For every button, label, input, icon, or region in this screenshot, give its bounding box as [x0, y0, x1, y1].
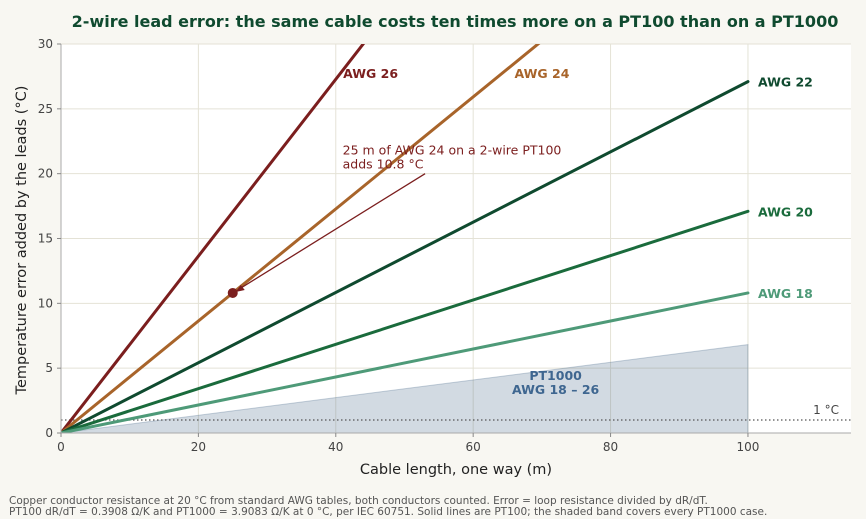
axes: 0 20 40 60 80 100 0 5 10 15 20 25 30 [38, 37, 851, 454]
y-tick-label: 25 [38, 102, 53, 116]
series-line-awg-22 [61, 80, 750, 433]
x-tick-label: 20 [191, 440, 206, 454]
annotation-text-2: adds 10.8 °C [343, 157, 424, 172]
annotation-arrow-head [235, 284, 245, 292]
y-tick-label: 15 [38, 232, 53, 246]
annotation-text-1: 25 m of AWG 24 on a 2-wire PT100 [343, 142, 562, 157]
y-tick-label: 20 [38, 167, 53, 181]
series-label-awg-18: AWG 18 [758, 286, 813, 301]
series-label-awg-20: AWG 20 [758, 204, 813, 219]
pt1000-band-label-1: PT1000 [529, 368, 582, 383]
x-tick-label: 0 [57, 440, 65, 454]
x-tick-label: 40 [328, 440, 343, 454]
series-line-awg-20 [61, 209, 750, 433]
annotation-arrow-line [237, 173, 426, 291]
y-tick-label: 10 [38, 296, 53, 310]
series-label-awg-26: AWG 26 [343, 66, 398, 81]
chart-title: 2-wire lead error: the same cable costs … [72, 12, 839, 31]
annotation-point [227, 287, 238, 298]
footnote-line-2: PT100 dR/dT = 0.3908 Ω/K and PT1000 = 3.… [9, 506, 767, 518]
series-line-awg-24 [61, 44, 541, 433]
series-lines: AWG 26 AWG 24 AWG 22 AWG 20 AWG 18 [61, 44, 813, 433]
x-tick-label: 80 [603, 440, 618, 454]
x-tick-label: 100 [737, 440, 760, 454]
series-line-awg-18 [61, 291, 750, 433]
x-tick-label: 60 [466, 440, 481, 454]
y-axis-label: Temperature error added by the leads (°C… [14, 86, 30, 396]
x-axis-label: Cable length, one way (m) [360, 462, 552, 478]
series-label-awg-22: AWG 22 [758, 75, 813, 90]
y-tick-label: 30 [38, 37, 53, 51]
footnote-line-1: Copper conductor resistance at 20 °C fro… [9, 495, 708, 507]
reference-line: 1 °C [61, 403, 851, 421]
series-clip-group [61, 44, 750, 433]
y-tick-label: 0 [45, 426, 53, 440]
reference-line-label: 1 °C [813, 403, 839, 417]
series-label-awg-24: AWG 24 [515, 66, 570, 81]
series-line-awg-26 [61, 44, 366, 433]
pt1000-band-label-2: AWG 18 – 26 [512, 382, 600, 397]
y-tick-label: 5 [45, 361, 53, 375]
